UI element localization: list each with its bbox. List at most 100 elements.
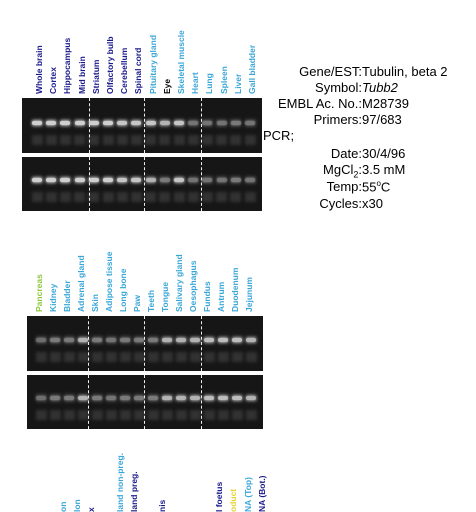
gel-separator (144, 157, 145, 211)
gel-primer-smear (159, 192, 171, 202)
gel-primer-smear (130, 135, 142, 145)
lane-label (172, 402, 183, 512)
gel-primer-smear (133, 352, 145, 362)
gel-primer-smear (49, 410, 61, 420)
gel-band (103, 178, 113, 182)
gel-primer-smear (119, 410, 131, 420)
gel-primer-smear (116, 192, 128, 202)
lane-label (143, 402, 154, 512)
gel-primer-smear (201, 135, 213, 145)
gel-primer-smear (161, 352, 173, 362)
gel-primer-smear (230, 135, 242, 145)
panel1-gel-bottom (22, 157, 262, 211)
mgcl-label: MgCl2: (323, 162, 362, 180)
gel-band (46, 178, 57, 182)
gel-band (145, 178, 156, 182)
gel-band (188, 178, 199, 182)
gel-band (174, 178, 184, 182)
gel-primer-smear (187, 192, 199, 202)
gel-band (230, 121, 241, 125)
gel-primer-smear (31, 192, 43, 202)
lane-label: nis (157, 499, 168, 512)
symbol-label: Symbol: (315, 80, 362, 95)
gel-band (204, 396, 214, 400)
gel-primer-smear (49, 352, 61, 362)
gel-band (64, 338, 74, 342)
gel-band (190, 396, 200, 400)
gel-separator (201, 98, 202, 153)
gel-band (88, 178, 99, 182)
temp-unit: C (380, 179, 391, 195)
gel-band (245, 178, 255, 182)
panel2-gel-top (27, 316, 263, 371)
gel-primer-smear (145, 192, 157, 202)
gel-band (117, 178, 128, 182)
gel-band (176, 338, 186, 342)
gel-primer-smear (77, 410, 89, 420)
gel-band (232, 396, 242, 400)
embl-value: M28739 (362, 96, 409, 111)
gel-band (202, 121, 213, 125)
gel-primer-smear (189, 352, 201, 362)
gel-primer-smear (88, 135, 100, 145)
gel-band (78, 396, 88, 400)
panel1-gel-top (22, 98, 262, 153)
gel-band (134, 396, 144, 400)
gel-band (120, 338, 130, 342)
gel-primer-smear (77, 352, 89, 362)
gel-primer-smear (175, 352, 187, 362)
gel-band (246, 396, 256, 400)
gel-primer-smear (201, 192, 213, 202)
gel-primer-smear (244, 135, 256, 145)
gel-band (36, 396, 46, 400)
gel-primer-smear (116, 135, 128, 145)
gel-primer-smear (231, 352, 243, 362)
gel-band (245, 121, 255, 125)
temp-number: 55 (362, 179, 377, 195)
gel-band (32, 178, 42, 182)
gel-primer-smear (119, 352, 131, 362)
lane-label: lon (72, 499, 83, 512)
gel-primer-smear (102, 135, 114, 145)
panel3-lane-labels: on lon x land non-preg. land preg. nis l foetu… (58, 400, 278, 512)
gel-separator (201, 157, 202, 211)
primers-label: Primers: (313, 112, 362, 127)
gel-primer-smear (147, 410, 159, 420)
gel-band (145, 121, 156, 125)
lane-label: oduct (228, 488, 239, 512)
gel-primer-smear (35, 410, 47, 420)
gel-band (162, 338, 172, 342)
gel-band (190, 338, 200, 342)
gel-primer-smear (102, 192, 114, 202)
gel-band (92, 396, 102, 400)
gel-band (246, 338, 256, 342)
gel-band (159, 178, 170, 182)
gel-primer-smear (173, 135, 185, 145)
lane-label: l foetus (214, 481, 225, 512)
gel-primer-smear (216, 192, 228, 202)
gel-separator (89, 157, 90, 211)
gel-band (159, 121, 170, 125)
gel-primer-smear (147, 352, 159, 362)
gel-primer-smear (133, 410, 145, 420)
gel-band (216, 178, 227, 182)
gel-primer-smear (45, 135, 57, 145)
gel-separator (201, 316, 202, 371)
gel-band (117, 121, 128, 125)
gel-primer-smear (245, 352, 257, 362)
temp-value: 55oC (362, 179, 390, 194)
lane-label: NA (Top) (242, 477, 253, 512)
gel-primer-smear (105, 352, 117, 362)
pcr-label: PCR; (263, 128, 295, 143)
gel-primer-smear (244, 192, 256, 202)
gel-band (202, 178, 213, 182)
pcr-row: PCR; (263, 128, 294, 143)
lane-label: land preg. (129, 471, 139, 512)
lane-label (101, 402, 112, 512)
gel-primer-smear (130, 192, 142, 202)
gel-primer-smear (74, 192, 86, 202)
gel-primer-smear (217, 352, 229, 362)
gel-band (131, 121, 142, 125)
gel-primer-smear (159, 135, 171, 145)
gel-band (188, 121, 199, 125)
